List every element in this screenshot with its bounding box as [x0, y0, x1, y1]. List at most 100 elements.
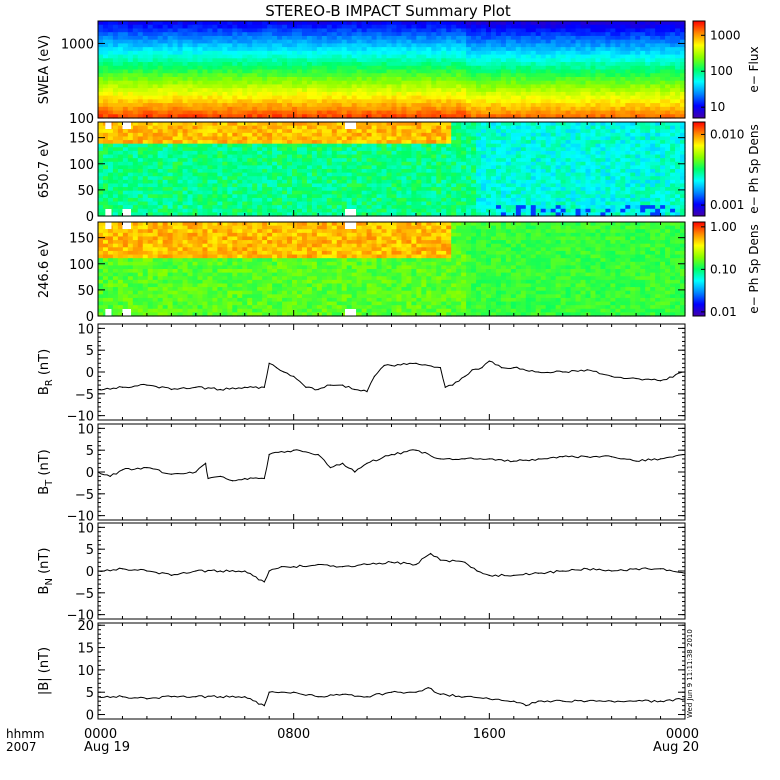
- pad650-cell: [222, 140, 228, 145]
- swea-cell: [416, 80, 422, 86]
- swea-cell: [187, 80, 194, 86]
- pad650-cell: [366, 147, 373, 152]
- swea-cell: [476, 114, 482, 119]
- pad650-cell: [411, 187, 417, 192]
- pad650-cell: [341, 208, 348, 213]
- swea-cell: [247, 24, 253, 30]
- pad650-cell: [446, 169, 452, 174]
- pad650-cell: [396, 122, 403, 127]
- pad650-cell: [306, 179, 313, 185]
- swea-cell: [426, 76, 432, 82]
- swea-cell: [262, 103, 268, 108]
- swea-cell: [545, 43, 552, 48]
- swea-cell: [157, 91, 164, 97]
- swea-cell: [336, 69, 343, 74]
- swea-cell: [282, 84, 288, 89]
- pad650-cell: [262, 129, 268, 134]
- swea-cell: [431, 84, 437, 89]
- pad650-cell: [182, 143, 189, 148]
- pad650-cell: [431, 129, 437, 134]
- swea-cell: [396, 99, 403, 104]
- swea-cell: [381, 73, 388, 78]
- pad650-cell: [446, 187, 452, 192]
- swea-cell: [535, 54, 542, 59]
- swea-cell: [341, 73, 348, 78]
- swea-cell: [535, 35, 542, 41]
- pad650-cell: [177, 150, 184, 156]
- swea-cell: [490, 114, 497, 119]
- pad650-cell: [257, 122, 263, 127]
- swea-cell: [272, 114, 278, 119]
- swea-cell: [605, 24, 611, 30]
- swea-cell: [321, 106, 328, 112]
- pad650-cell: [152, 122, 159, 127]
- swea-cell: [222, 32, 228, 37]
- swea-cell: [202, 32, 209, 37]
- swea-cell: [207, 110, 214, 115]
- pad650-cell: [331, 212, 338, 217]
- swea-cell: [227, 54, 233, 59]
- swea-cell: [500, 69, 507, 74]
- pad650-cell: [152, 154, 159, 159]
- swea-cell: [510, 106, 517, 112]
- pad650-cell: [441, 190, 447, 195]
- pad650-cell: [366, 187, 373, 192]
- pad650-cell: [441, 197, 447, 203]
- swea-cell: [560, 28, 567, 33]
- swea-cell: [306, 110, 313, 115]
- swea-cell: [431, 32, 437, 37]
- swea-cell: [237, 21, 243, 26]
- swea-cell: [446, 21, 452, 26]
- swea-cell: [436, 35, 442, 41]
- swea-cell: [346, 80, 353, 86]
- swea-cell: [117, 62, 124, 67]
- swea-cell: [167, 39, 174, 44]
- swea-cell: [331, 65, 338, 71]
- swea-cell: [142, 39, 149, 44]
- swea-cell: [615, 65, 621, 71]
- pad650-cell: [441, 201, 447, 206]
- swea-cell: [187, 39, 194, 44]
- swea-cell: [122, 65, 129, 71]
- pad650-cell: [391, 143, 398, 148]
- pad650-cell: [207, 132, 214, 138]
- pad650-cell: [441, 158, 447, 163]
- swea-cell: [471, 69, 477, 74]
- pad650-cell: [252, 183, 258, 188]
- swea-cell: [162, 106, 169, 112]
- swea-cell: [456, 62, 462, 67]
- swea-cell: [147, 32, 154, 37]
- swea-cell: [326, 24, 333, 30]
- pad650-cell: [311, 129, 318, 134]
- pad650-cell: [411, 158, 417, 163]
- swea-cell: [421, 114, 427, 119]
- pad650-cell: [366, 201, 373, 206]
- swea-cell: [132, 39, 139, 44]
- swea-cell: [650, 35, 656, 41]
- swea-cell: [645, 103, 651, 108]
- pad650-cell: [132, 194, 139, 199]
- pad650-cell: [222, 154, 228, 159]
- pad650-cell: [411, 183, 417, 188]
- pad650-cell: [197, 158, 204, 163]
- swea-cell: [520, 106, 527, 112]
- pad650-cell: [147, 125, 154, 130]
- pad650-cell: [182, 125, 189, 130]
- pad650-cell: [381, 125, 388, 130]
- pad650-cell: [296, 132, 303, 138]
- swea-cell: [267, 28, 273, 33]
- swea-cell: [187, 91, 194, 97]
- swea-cell: [660, 65, 666, 71]
- pad650-cell: [366, 190, 373, 195]
- pad650-cell: [227, 136, 233, 141]
- pad650-cell: [451, 158, 457, 163]
- swea-cell: [267, 54, 273, 59]
- swea-cell: [296, 84, 303, 89]
- swea-cell: [391, 54, 398, 59]
- swea-cell: [461, 114, 467, 119]
- pad650-cell: [157, 183, 164, 188]
- swea-cell: [486, 69, 492, 74]
- swea-cell: [137, 80, 144, 86]
- swea-cell: [670, 106, 676, 112]
- swea-cell: [610, 84, 616, 89]
